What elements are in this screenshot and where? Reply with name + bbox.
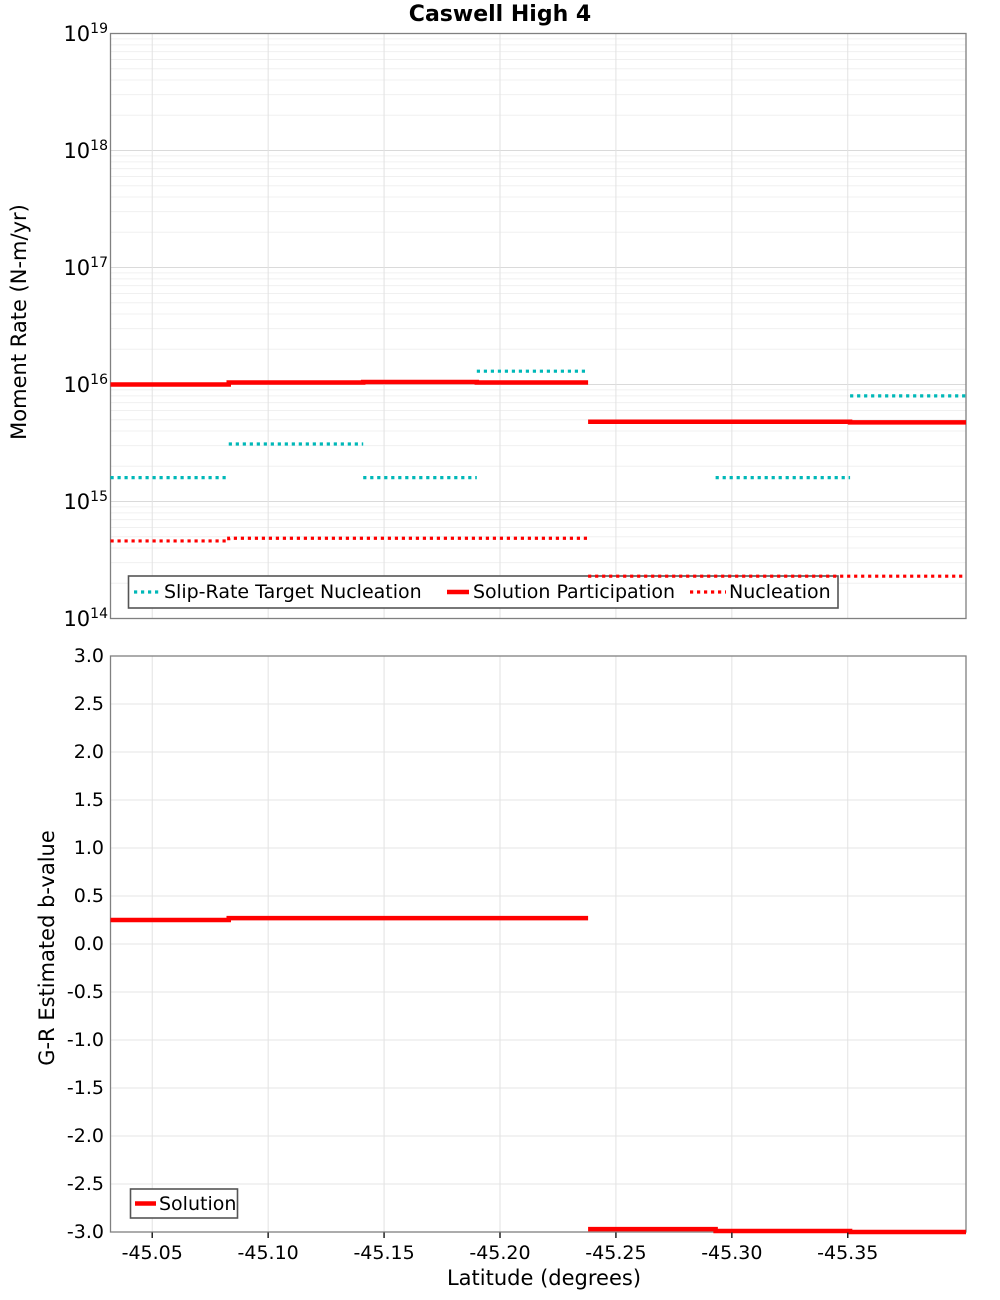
y-tick-label: -2.0: [66, 1125, 104, 1147]
x-tick-label: -45.25: [585, 1242, 647, 1264]
y-tick-label: -0.5: [66, 981, 104, 1003]
y-tick-label: 3.0: [73, 645, 104, 667]
y-tick-label: 1.0: [73, 837, 104, 859]
y-tick-label: -1.5: [66, 1077, 104, 1099]
legend-label: Solution: [159, 1192, 237, 1215]
x-axis-label: Latitude (degrees): [446, 1266, 642, 1290]
legend-label: Solution Participation: [473, 581, 676, 603]
chart-title: Caswell High 4: [408, 2, 592, 27]
y-tick-label: 2.0: [73, 741, 104, 763]
y-tick-label: 1016: [63, 371, 108, 397]
x-tick-label: -45.05: [121, 1242, 183, 1264]
x-tick-label: -45.20: [469, 1242, 531, 1264]
y-tick-label: 1014: [63, 605, 108, 631]
y-tick-label: 2.5: [73, 693, 104, 715]
y-tick-label: -3.0: [66, 1221, 104, 1243]
y-tick-label: 1017: [63, 254, 108, 280]
y-tick-label: 1.5: [73, 789, 104, 811]
bottom-y-axis-label: G-R Estimated b-value: [35, 830, 59, 1066]
top-plot-frame: [109, 32, 967, 620]
y-tick-label: 0.5: [73, 885, 104, 907]
series-slip-rate-target-nucleation: [110, 369, 966, 480]
bottom-plot-frame: [109, 655, 967, 1233]
legend-label: Slip-Rate Target Nucleation: [164, 581, 422, 603]
x-tick-label: -45.15: [353, 1242, 415, 1264]
y-tick-label: 1019: [63, 20, 108, 46]
x-tick-label: -45.35: [817, 1242, 879, 1264]
y-tick-label: 0.0: [73, 933, 104, 955]
series-nucleation: [110, 536, 966, 578]
y-tick-label: 1018: [63, 137, 108, 163]
y-tick-label: 1015: [63, 488, 108, 514]
series-solution-b-value: [110, 915, 966, 1235]
y-tick-label: -1.0: [66, 1029, 104, 1051]
top-y-axis-label: Moment Rate (N-m/yr): [7, 204, 31, 440]
series-solution-participation: [110, 379, 966, 425]
y-tick-label: -2.5: [66, 1173, 104, 1195]
x-tick-label: -45.30: [701, 1242, 763, 1264]
x-tick-label: -45.10: [237, 1242, 299, 1264]
legend-label: Nucleation: [729, 581, 831, 603]
